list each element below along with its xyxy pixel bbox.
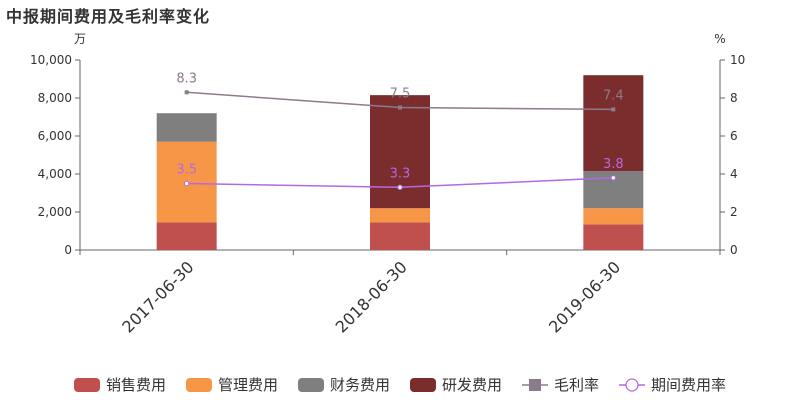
y-right-tick-label: 8 xyxy=(730,91,738,105)
data-label-毛利率: 8.3 xyxy=(176,71,197,86)
bar-研发费用 xyxy=(583,75,644,172)
bar-管理费用 xyxy=(370,208,430,223)
legend-swatch-管理费用[interactable] xyxy=(186,378,212,392)
y-left-tick-label: 2,000 xyxy=(38,205,72,219)
chart-title: 中报期间费用及毛利率变化 xyxy=(6,7,211,26)
legend-label-财务费用: 财务费用 xyxy=(330,376,390,394)
data-label-毛利率: 7.5 xyxy=(390,87,411,102)
legend-label-期间费用率: 期间费用率 xyxy=(651,376,726,394)
x-tick-label: 2018-06-30 xyxy=(332,257,411,336)
legend-marker-期间费用率[interactable] xyxy=(625,378,639,392)
y-right-tick-label: 4 xyxy=(730,167,738,181)
legend-swatch-销售费用[interactable] xyxy=(74,378,100,392)
legend-label-销售费用: 销售费用 xyxy=(106,376,166,394)
y-right-tick-label: 10 xyxy=(730,53,745,67)
y-left-tick-label: 4,000 xyxy=(38,167,72,181)
legend-label-毛利率: 毛利率 xyxy=(554,376,599,394)
bar-研发费用 xyxy=(370,95,430,209)
y-right-unit: % xyxy=(714,32,725,46)
bar-管理费用 xyxy=(583,208,644,225)
point-期间费用率 xyxy=(397,184,403,191)
point-毛利率 xyxy=(611,107,616,112)
data-label-期间费用率: 3.3 xyxy=(390,166,411,181)
y-right-tick-label: 2 xyxy=(730,205,738,219)
point-毛利率 xyxy=(398,105,402,110)
legend-label-研发费用: 研发费用 xyxy=(442,376,502,394)
y-left-tick-label: 10,000 xyxy=(30,53,72,67)
x-tick-label: 2019-06-30 xyxy=(545,257,624,336)
legend-swatch-财务费用[interactable] xyxy=(298,378,324,392)
data-label-期间费用率: 3.5 xyxy=(176,163,197,178)
y-left-tick-label: 8,000 xyxy=(38,91,72,105)
x-tick-label: 2017-06-30 xyxy=(118,257,197,336)
bar-财务费用 xyxy=(156,113,217,142)
point-期间费用率 xyxy=(183,180,190,187)
data-label-期间费用率: 3.8 xyxy=(603,157,624,172)
y-right-tick-label: 6 xyxy=(730,129,738,143)
y-left-tick-label: 6,000 xyxy=(38,129,72,143)
legend-label-管理费用: 管理费用 xyxy=(218,376,278,394)
y-left-tick-label: 0 xyxy=(64,243,72,257)
bar-销售费用 xyxy=(370,222,430,250)
legend-swatch-研发费用[interactable] xyxy=(410,378,436,392)
y-right-tick-label: 0 xyxy=(730,243,738,257)
y-left-unit: 万 xyxy=(74,32,86,46)
data-label-毛利率: 7.4 xyxy=(603,88,624,103)
bar-销售费用 xyxy=(583,224,644,250)
point-期间费用率 xyxy=(610,175,617,181)
legend-marker-毛利率[interactable] xyxy=(529,379,541,391)
bar-销售费用 xyxy=(156,222,217,250)
point-毛利率 xyxy=(184,90,189,95)
